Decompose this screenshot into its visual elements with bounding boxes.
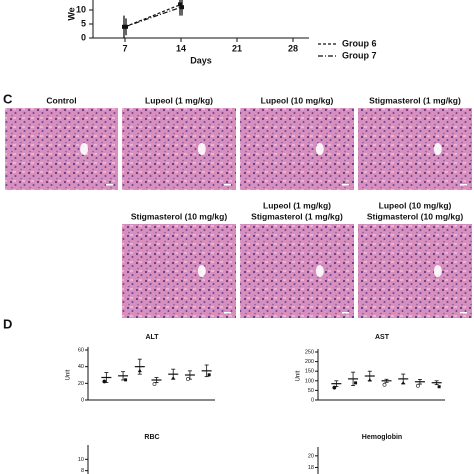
vessel	[315, 143, 324, 155]
histology-image	[122, 224, 236, 318]
image-caption: Control	[46, 95, 76, 105]
legend-label: Group 7	[342, 50, 377, 60]
y-tick-label: 20	[308, 453, 314, 459]
y-tick-label: 150	[305, 369, 314, 375]
histology-image	[358, 108, 472, 190]
y-tick-label: 0	[81, 397, 84, 403]
y-tick-label: 8	[81, 468, 84, 474]
x-tick-label: 7	[122, 43, 127, 53]
y-tick-label: 5	[81, 18, 86, 28]
y-tick-label: 40	[78, 364, 84, 370]
chart-title: Hemoglobin	[362, 434, 402, 441]
image-caption: Lupeol (1 mg/kg)	[145, 95, 213, 105]
y-axis-label: We	[66, 7, 76, 20]
series-line	[124, 3, 182, 28]
y-axis-label: Unit	[66, 369, 72, 380]
sample-point	[186, 377, 190, 381]
x-tick-label: 28	[288, 43, 298, 53]
y-tick-label: 10	[76, 4, 86, 14]
sample-point	[416, 383, 420, 388]
vessel	[433, 265, 442, 277]
sample-point	[207, 373, 211, 377]
scale-bar	[460, 312, 467, 314]
scale-bar	[224, 312, 231, 314]
y-tick-label: 18	[308, 465, 314, 471]
y-tick-label: 100	[305, 378, 314, 384]
y-tick-label: 60	[78, 347, 84, 353]
histology-image	[240, 108, 354, 190]
scale-bar	[224, 184, 231, 186]
sample-point	[382, 382, 387, 387]
x-axis-label: Days	[190, 55, 212, 65]
vessel	[80, 143, 89, 155]
panel-label: D	[3, 316, 12, 331]
panel-label: C	[3, 91, 13, 106]
y-tick-label: 50	[308, 388, 314, 394]
point	[124, 24, 128, 29]
image-caption: Lupeol (10 mg/kg)	[379, 200, 452, 210]
image-caption: Stigmasterol (10 mg/kg)	[131, 211, 228, 221]
y-tick-label: 250	[305, 349, 314, 355]
sample-point	[137, 368, 142, 373]
sample-point	[152, 382, 157, 386]
sample-point	[367, 378, 372, 382]
scale-bar	[106, 184, 113, 186]
histology-image	[122, 108, 236, 190]
y-tick-label: 200	[305, 359, 314, 365]
legend-label: Group 6	[342, 38, 377, 48]
y-tick-label: 0	[81, 32, 86, 42]
sample-point	[401, 380, 406, 385]
image-caption: Stigmasterol (10 mg/kg)	[367, 211, 464, 221]
chart-title: ALT	[145, 334, 159, 341]
histology-image	[240, 224, 354, 318]
point	[180, 5, 184, 10]
x-tick-label: 14	[176, 43, 186, 53]
image-caption: Stigmasterol (1 mg/kg)	[369, 95, 461, 105]
y-tick-label: 10	[78, 457, 84, 463]
vessel	[197, 265, 206, 277]
sample-point	[332, 385, 337, 390]
scale-bar	[460, 184, 467, 186]
y-axis-label: Unit	[296, 370, 302, 381]
x-tick-label: 21	[232, 43, 242, 53]
sample-point	[124, 378, 128, 382]
histology-image	[358, 224, 472, 318]
y-tick-label: 20	[78, 381, 84, 387]
image-caption: Stigmasterol (1 mg/kg)	[251, 211, 343, 221]
sample-point	[437, 385, 441, 389]
sample-point	[171, 376, 176, 380]
image-caption: Lupeol (10 mg/kg)	[261, 95, 334, 105]
scale-bar	[342, 312, 349, 314]
sample-point	[102, 379, 107, 384]
series-line	[124, 6, 182, 28]
vessel	[315, 265, 324, 277]
chart-title: RBC	[144, 434, 159, 441]
y-tick-label: 0	[311, 397, 314, 403]
sample-point	[354, 381, 358, 385]
chart-title: AST	[375, 334, 390, 341]
point	[178, 2, 182, 7]
vessel	[197, 143, 206, 155]
image-caption: Lupeol (1 mg/kg)	[263, 200, 331, 210]
vessel	[433, 143, 442, 155]
scale-bar	[342, 184, 349, 186]
histology-image	[5, 108, 118, 190]
